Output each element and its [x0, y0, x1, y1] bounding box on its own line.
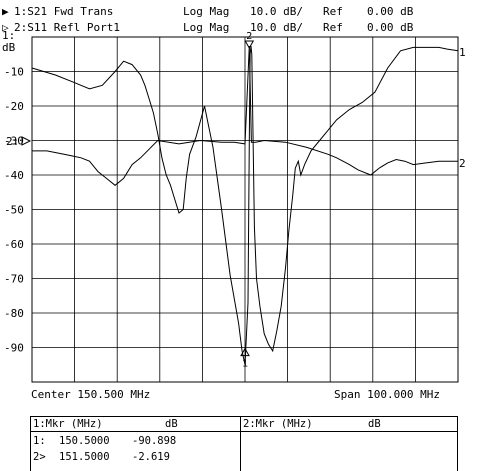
marker-table-divider [240, 417, 241, 471]
marker-row-freq: 150.5000 [59, 435, 110, 447]
marker-row-value: -2.619 [132, 451, 170, 463]
y-tick-label: -30 [4, 135, 24, 148]
marker-col1-unit: dB [165, 418, 178, 430]
y-tick-label: -50 [4, 204, 24, 217]
y-unit-label: dB [2, 41, 16, 54]
y-tick-label: -40 [4, 169, 24, 182]
y-tick-label: -10 [4, 66, 24, 79]
span-frequency: Span 100.000 MHz [334, 388, 440, 401]
trace1-active-marker: ▶ [2, 5, 9, 18]
y-tick-label: -60 [4, 238, 24, 251]
marker-col2-unit: dB [368, 418, 381, 430]
trace-2-line [32, 45, 458, 186]
marker-row-id: 1: [33, 435, 46, 447]
trace1-ref: 0.00 dB [367, 5, 414, 18]
trace1-ref-label: Ref [323, 5, 343, 18]
trace1-end-label: 1 [459, 46, 466, 59]
marker-table-header [31, 417, 457, 432]
trace-1-line [31, 45, 459, 365]
trace2-ref-label: Ref [323, 21, 343, 34]
marker-1-label: 1 [242, 359, 248, 370]
y-tick-label: -90 [4, 342, 24, 355]
trace1-name: 1:S21 Fwd Trans [14, 5, 114, 18]
center-frequency: Center 150.500 MHz [31, 388, 151, 401]
trace2-ref: 0.00 dB [367, 21, 414, 34]
trace2-format: Log Mag [183, 21, 230, 34]
trace2-name: 2:S11 Refl Port1 [14, 21, 120, 34]
marker-row-id: 2> [33, 451, 46, 463]
trace2-end-label: 2 [459, 157, 466, 170]
trace2-scale: 10.0 dB/ [250, 21, 303, 34]
trace2-ref-arrow-icon [21, 136, 32, 146]
trace2-marker: ▷ [2, 21, 9, 34]
marker-row-value: -90.898 [132, 435, 177, 447]
marker-table: 1:Mkr (MHz) dB 2:Mkr (MHz) dB 1: 150.500… [30, 416, 458, 471]
trace1-scale: 10.0 dB/ [250, 5, 303, 18]
marker-1-triangle [240, 347, 250, 357]
marker-col1-title: 1:Mkr (MHz) [33, 418, 103, 430]
marker-row-freq: 151.5000 [59, 451, 110, 463]
y-unit-trace-label: 1: [2, 29, 15, 42]
marker-col2-title: 2:Mkr (MHz) [243, 418, 313, 430]
y-tick-label: -20 [4, 100, 24, 113]
marker-2-label: 2 [246, 31, 252, 42]
trace1-format: Log Mag [183, 5, 230, 18]
trace2-ref-position-label: 2: [6, 135, 19, 148]
y-tick-label: -80 [4, 307, 24, 320]
y-tick-label: -70 [4, 273, 24, 286]
plot-area: -10-20-30-40-50-60-70-80-90 12 1: dB 2: … [2, 29, 466, 383]
marker-2-triangle [244, 40, 255, 50]
